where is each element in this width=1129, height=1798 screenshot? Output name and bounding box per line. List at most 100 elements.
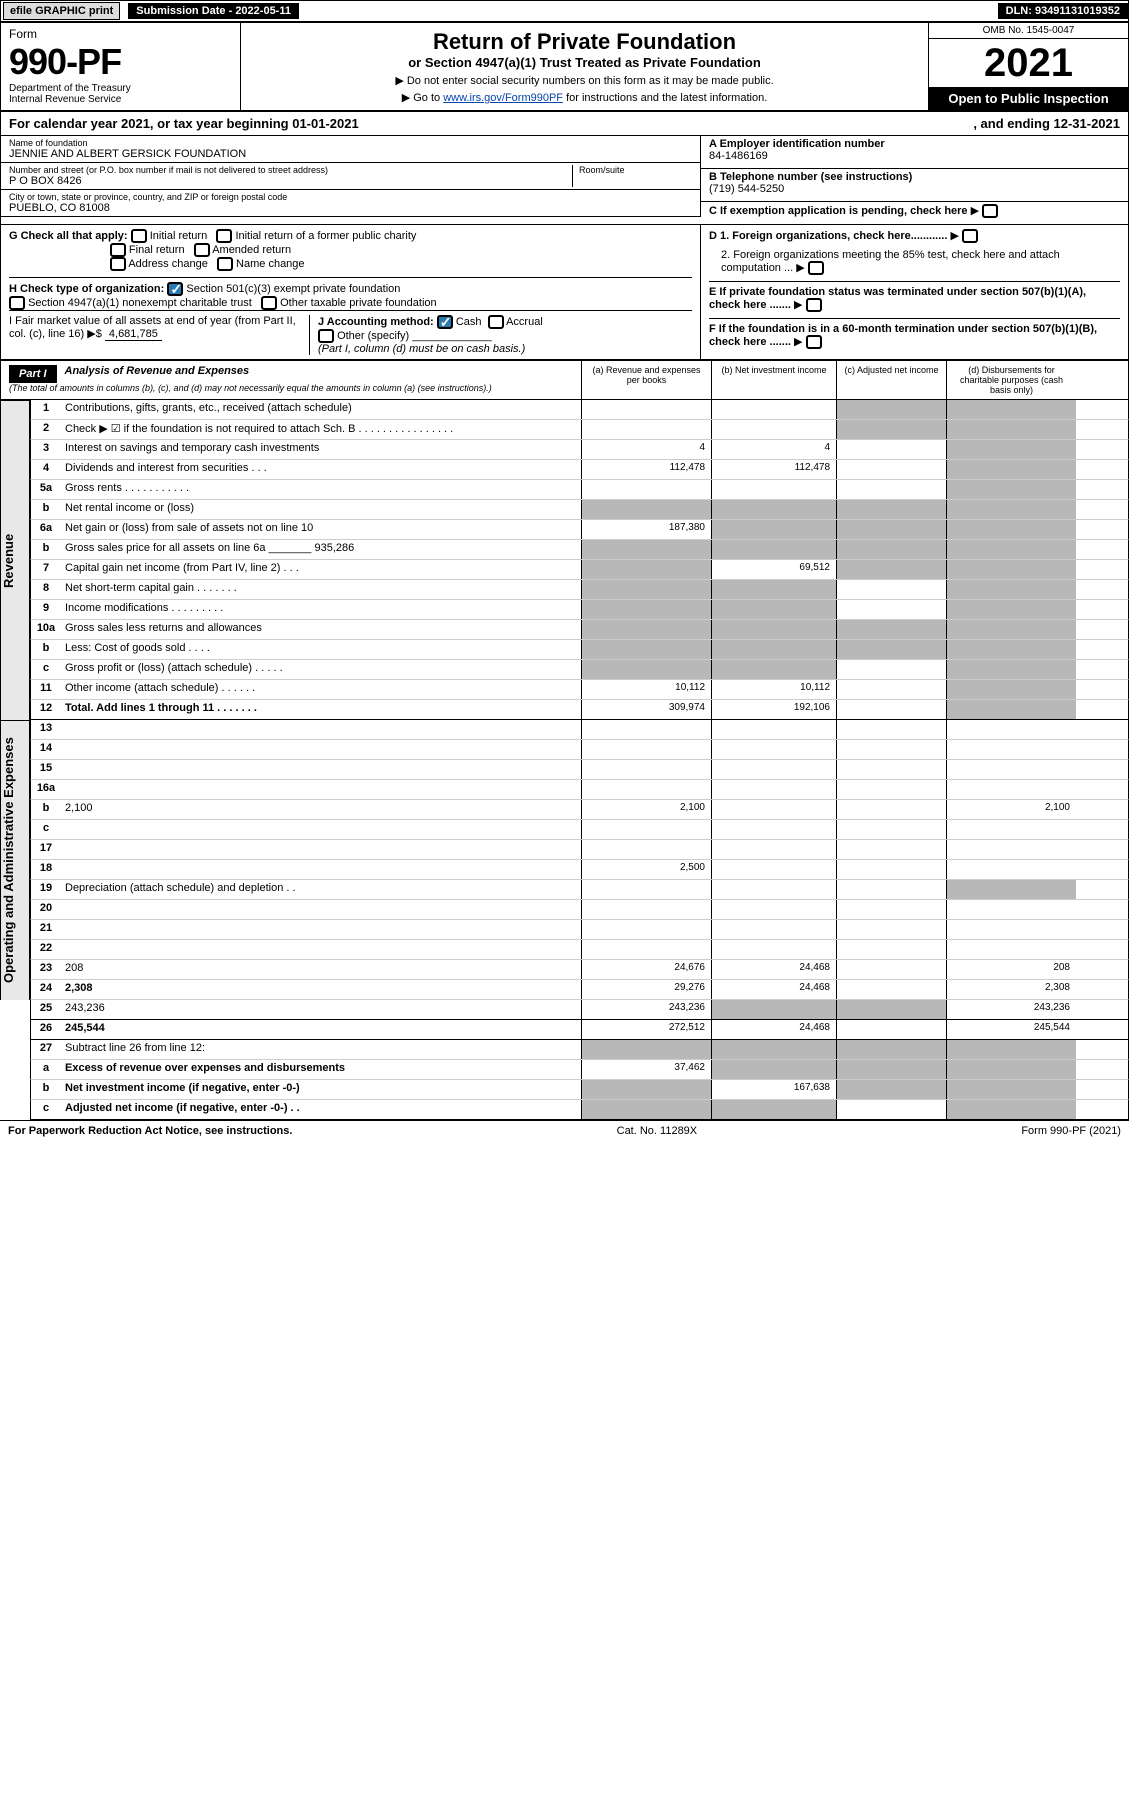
h-501c3-checkbox[interactable] bbox=[167, 282, 183, 296]
cell-a bbox=[581, 400, 711, 419]
cell-d bbox=[946, 920, 1076, 939]
line-description: 245,544 bbox=[61, 1020, 581, 1039]
cell-a bbox=[581, 580, 711, 599]
g-amended-checkbox[interactable] bbox=[194, 243, 210, 257]
cell-a bbox=[581, 1100, 711, 1119]
line-description: Gross sales less returns and allowances bbox=[61, 620, 581, 639]
line-number: 7 bbox=[31, 560, 61, 579]
irs-link[interactable]: www.irs.gov/Form990PF bbox=[443, 92, 563, 104]
line-number: 25 bbox=[31, 1000, 61, 1019]
cell-a bbox=[581, 540, 711, 559]
j-cash-checkbox[interactable] bbox=[437, 315, 453, 329]
j-other-checkbox[interactable] bbox=[318, 329, 334, 343]
line-description: Less: Cost of goods sold . . . . bbox=[61, 640, 581, 659]
h-label: H Check type of organization: bbox=[9, 283, 164, 295]
cell-c bbox=[836, 620, 946, 639]
g-initial-former-checkbox[interactable] bbox=[216, 229, 232, 243]
cell-b bbox=[711, 720, 836, 739]
cell-d bbox=[946, 840, 1076, 859]
line-number: 23 bbox=[31, 960, 61, 979]
j-label: J Accounting method: bbox=[318, 316, 434, 328]
g-initial-checkbox[interactable] bbox=[131, 229, 147, 243]
cell-d bbox=[946, 620, 1076, 639]
cell-d bbox=[946, 820, 1076, 839]
cell-a bbox=[581, 660, 711, 679]
cell-c bbox=[836, 580, 946, 599]
line-description bbox=[61, 940, 581, 959]
d1-checkbox[interactable] bbox=[962, 229, 978, 243]
line-description bbox=[61, 820, 581, 839]
line-description bbox=[61, 720, 581, 739]
cell-b bbox=[711, 540, 836, 559]
cell-b: 24,468 bbox=[711, 1020, 836, 1039]
line-number: 26 bbox=[31, 1020, 61, 1039]
h-other-checkbox[interactable] bbox=[261, 296, 277, 310]
cell-b: 24,468 bbox=[711, 980, 836, 999]
line-number: 19 bbox=[31, 880, 61, 899]
cell-a: 2,500 bbox=[581, 860, 711, 879]
line-description: Depreciation (attach schedule) and deple… bbox=[61, 880, 581, 899]
line-number: 4 bbox=[31, 460, 61, 479]
g-label: G Check all that apply: bbox=[9, 230, 128, 242]
i-value: 4,681,785 bbox=[105, 328, 162, 341]
paperwork-notice: For Paperwork Reduction Act Notice, see … bbox=[8, 1125, 292, 1137]
cell-d bbox=[946, 700, 1076, 719]
cell-b bbox=[711, 500, 836, 519]
cell-d: 208 bbox=[946, 960, 1076, 979]
room-label: Room/suite bbox=[579, 165, 692, 175]
cell-c bbox=[836, 820, 946, 839]
line-description: Dividends and interest from securities .… bbox=[61, 460, 581, 479]
cell-a bbox=[581, 620, 711, 639]
h-4947-checkbox[interactable] bbox=[9, 296, 25, 310]
line-number: 5a bbox=[31, 480, 61, 499]
line-number: 16a bbox=[31, 780, 61, 799]
cell-b bbox=[711, 820, 836, 839]
f-checkbox[interactable] bbox=[806, 335, 822, 349]
dln-label: DLN: 93491131019352 bbox=[998, 3, 1128, 19]
line-description: 2,100 bbox=[61, 800, 581, 819]
cell-b: 24,468 bbox=[711, 960, 836, 979]
form-number: 990-PF bbox=[9, 41, 232, 83]
line-description: Net short-term capital gain . . . . . . … bbox=[61, 580, 581, 599]
cell-b: 10,112 bbox=[711, 680, 836, 699]
c-checkbox[interactable] bbox=[982, 204, 998, 218]
part1-header: Part I Analysis of Revenue and Expenses … bbox=[0, 360, 1129, 400]
cell-b bbox=[711, 580, 836, 599]
g-final-checkbox[interactable] bbox=[110, 243, 126, 257]
line-number: 11 bbox=[31, 680, 61, 699]
cell-d: 2,308 bbox=[946, 980, 1076, 999]
cell-c bbox=[836, 500, 946, 519]
line-description bbox=[61, 740, 581, 759]
line-description: Other income (attach schedule) . . . . .… bbox=[61, 680, 581, 699]
revenue-side-label: Revenue bbox=[0, 400, 30, 720]
cell-a: 24,676 bbox=[581, 960, 711, 979]
cell-c bbox=[836, 480, 946, 499]
form-word: Form bbox=[9, 27, 232, 41]
j-accrual-checkbox[interactable] bbox=[488, 315, 504, 329]
cell-b bbox=[711, 760, 836, 779]
col-a-header: (a) Revenue and expenses per books bbox=[581, 361, 711, 399]
e-label: E If private foundation status was termi… bbox=[709, 286, 1086, 311]
cell-a bbox=[581, 760, 711, 779]
cell-c bbox=[836, 1060, 946, 1079]
cell-c bbox=[836, 980, 946, 999]
ein-label: A Employer identification number bbox=[709, 138, 1120, 150]
g-address-checkbox[interactable] bbox=[110, 257, 126, 271]
efile-button[interactable]: efile GRAPHIC print bbox=[3, 2, 120, 20]
expenses-side-label: Operating and Administrative Expenses bbox=[0, 720, 30, 1000]
cell-c bbox=[836, 440, 946, 459]
cell-c bbox=[836, 940, 946, 959]
line-number: 27 bbox=[31, 1040, 61, 1059]
g-name-checkbox[interactable] bbox=[217, 257, 233, 271]
cell-c bbox=[836, 960, 946, 979]
cell-d bbox=[946, 580, 1076, 599]
d2-checkbox[interactable] bbox=[808, 261, 824, 275]
foundation-name-label: Name of foundation bbox=[9, 138, 692, 148]
foundation-name: JENNIE AND ALBERT GERSICK FOUNDATION bbox=[9, 148, 692, 160]
cell-c bbox=[836, 540, 946, 559]
tax-year: 2021 bbox=[929, 39, 1128, 87]
cell-b bbox=[711, 1060, 836, 1079]
line-description: Interest on savings and temporary cash i… bbox=[61, 440, 581, 459]
cell-d bbox=[946, 740, 1076, 759]
e-checkbox[interactable] bbox=[806, 298, 822, 312]
